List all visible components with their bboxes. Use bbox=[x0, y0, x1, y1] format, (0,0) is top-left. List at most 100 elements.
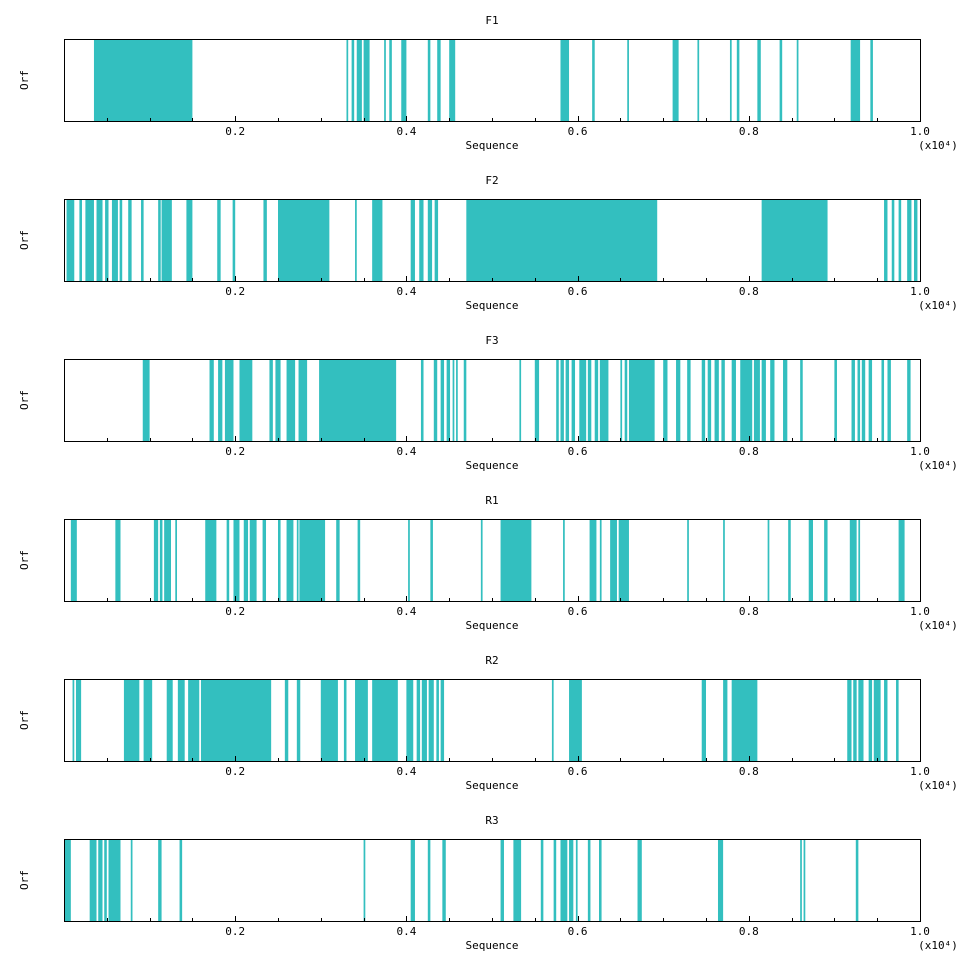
orf-bar bbox=[500, 839, 504, 921]
orf-bar bbox=[123, 679, 140, 761]
orf-bar bbox=[384, 39, 386, 121]
orf-bar bbox=[159, 519, 163, 601]
orf-bar bbox=[89, 839, 97, 921]
y-axis-label: Orf bbox=[18, 550, 31, 570]
orf-bar bbox=[320, 679, 338, 761]
orf-bar bbox=[75, 679, 82, 761]
orf-bar bbox=[853, 679, 857, 761]
x-tick-label: 0.2 bbox=[225, 125, 245, 138]
orf-bar bbox=[627, 39, 629, 121]
orf-bar bbox=[401, 39, 407, 121]
orf-bar bbox=[179, 839, 183, 921]
orf-bar bbox=[319, 359, 397, 441]
chart-title: F3 bbox=[485, 334, 498, 347]
plot-frame bbox=[64, 199, 921, 282]
x-tick-label: 1.0 bbox=[910, 765, 930, 778]
orf-bar bbox=[200, 679, 272, 761]
orf-bar bbox=[914, 199, 918, 281]
orf-bar bbox=[427, 39, 431, 121]
orf-bar bbox=[717, 839, 724, 921]
orf-bar bbox=[796, 39, 799, 121]
orf-bar bbox=[389, 39, 392, 121]
orf-bar bbox=[898, 199, 902, 281]
orf-bar bbox=[847, 679, 852, 761]
orf-bar bbox=[599, 359, 609, 441]
x-axis-multiplier: (x10⁴) bbox=[918, 459, 958, 472]
x-tick-label: 0.4 bbox=[396, 445, 416, 458]
orf-bar bbox=[610, 519, 617, 601]
orf-bar bbox=[701, 359, 706, 441]
orf-bar bbox=[446, 359, 451, 441]
orf-bar bbox=[761, 199, 828, 281]
x-tick-label: 0.6 bbox=[568, 765, 588, 778]
orf-bar bbox=[428, 679, 434, 761]
orf-bar bbox=[249, 519, 257, 601]
orf-bar bbox=[729, 39, 732, 121]
orf-bar bbox=[434, 199, 439, 281]
orf-bar bbox=[440, 679, 445, 761]
orf-bar bbox=[858, 679, 864, 761]
orf-bar bbox=[849, 519, 857, 601]
orf-bar bbox=[161, 199, 172, 281]
chart-title: F1 bbox=[485, 14, 498, 27]
x-tick-label: 0.8 bbox=[739, 765, 759, 778]
orf-bar bbox=[427, 199, 433, 281]
orf-bar bbox=[66, 199, 75, 281]
orf-bar bbox=[239, 359, 253, 441]
orf-bar bbox=[628, 359, 655, 441]
x-axis-multiplier: (x10⁴) bbox=[918, 299, 958, 312]
orf-bar bbox=[575, 839, 578, 921]
orf-bar bbox=[410, 839, 415, 921]
orf-bar bbox=[861, 359, 866, 441]
chart-panel-r3: R3 0.2 0.4 0.6 0.8 1.0(x10⁴) Sequence Orf bbox=[18, 814, 958, 952]
orf-bar bbox=[356, 39, 362, 121]
orf-bar bbox=[599, 519, 602, 601]
orf-bar bbox=[286, 359, 296, 441]
orf-bar bbox=[519, 359, 522, 441]
orf-bar bbox=[851, 359, 855, 441]
orf-bar bbox=[551, 679, 554, 761]
x-tick-label: 0.4 bbox=[396, 285, 416, 298]
orf-bar bbox=[449, 39, 456, 121]
orf-bar bbox=[298, 359, 308, 441]
orf-bar bbox=[346, 39, 349, 121]
orf-bar bbox=[158, 199, 161, 281]
orf-bar bbox=[687, 359, 691, 441]
orf-bar bbox=[205, 519, 217, 601]
orf-bar bbox=[143, 679, 153, 761]
y-axis-label: Orf bbox=[18, 230, 31, 250]
orf-bar bbox=[70, 519, 77, 601]
orf-bar bbox=[232, 199, 236, 281]
orf-bar bbox=[884, 199, 888, 281]
orf-bar bbox=[834, 359, 837, 441]
orf-bar bbox=[579, 359, 587, 441]
y-axis-label: Orf bbox=[18, 390, 31, 410]
orf-bar bbox=[788, 519, 791, 601]
orf-bar bbox=[420, 359, 424, 441]
orf-bar bbox=[177, 679, 185, 761]
orf-bar bbox=[560, 39, 570, 121]
orf-bar bbox=[466, 199, 658, 281]
x-tick-label: 0.4 bbox=[396, 605, 416, 618]
x-tick-label: 1.0 bbox=[910, 125, 930, 138]
orf-bar bbox=[141, 199, 144, 281]
orf-bar bbox=[105, 199, 109, 281]
orf-bar bbox=[858, 519, 861, 601]
orf-bar bbox=[209, 359, 214, 441]
orf-bar bbox=[480, 519, 483, 601]
orf-bar bbox=[233, 519, 240, 601]
orf-bar bbox=[442, 839, 446, 921]
orf-bar bbox=[142, 359, 150, 441]
orf-bar bbox=[868, 679, 873, 761]
x-axis-label: Sequence bbox=[466, 139, 519, 152]
orf-bar bbox=[850, 39, 861, 121]
chart-panel-r2: R2 0.2 0.4 0.6 0.8 1.0(x10⁴) Sequence Orf bbox=[18, 654, 958, 792]
orf-bar bbox=[624, 359, 628, 441]
x-tick-label: 0.2 bbox=[225, 925, 245, 938]
orf-bar bbox=[262, 519, 267, 601]
orf-bar bbox=[513, 839, 522, 921]
orf-bar bbox=[226, 519, 230, 601]
chart-title: F2 bbox=[485, 174, 498, 187]
x-tick-label: 1.0 bbox=[910, 285, 930, 298]
orf-bar bbox=[463, 359, 467, 441]
